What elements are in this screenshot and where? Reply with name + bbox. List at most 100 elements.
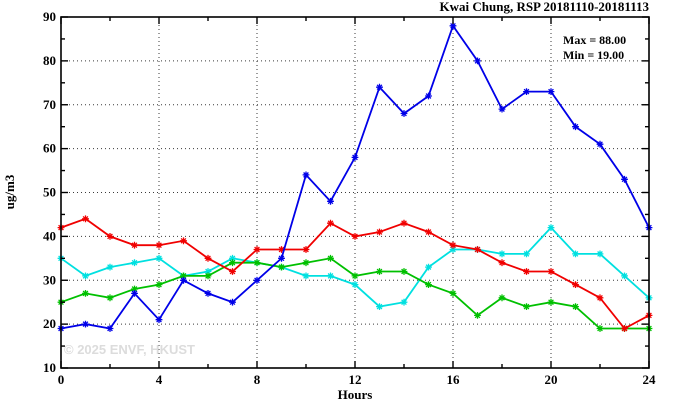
series-red-marker [449,241,457,249]
series-blue-marker [82,320,89,328]
y-tick-label: 30 [43,272,56,287]
series-cyan-marker [327,272,334,280]
tick-label-layer: 0 4 8 12 16 20 24 10 20 30 40 50 60 70 80 90 [43,9,656,387]
x-tick-label: 8 [254,372,261,387]
series-red-marker [155,241,163,249]
series-blue-marker [131,290,138,297]
x-axis-label: Hours [338,387,373,402]
series-green-marker [425,281,432,288]
series-cyan-marker [547,224,555,231]
series-cyan-marker [351,281,359,288]
series-blue-marker [572,123,579,131]
plot-frame [60,16,650,369]
series-green-marker [572,303,579,310]
series-green-marker [204,272,212,280]
series-green-marker [596,325,604,332]
series-green-marker [131,285,138,293]
series-cyan-marker [400,298,408,306]
series-blue-marker [155,316,163,324]
series-green-marker [278,263,285,271]
series-red-marker [351,233,359,240]
series-blue-marker [523,88,530,95]
series-cyan-marker [425,263,432,271]
series-green-marker [82,290,89,297]
series-blue-marker [621,175,628,183]
y-tick-label: 20 [43,316,56,331]
series-blue-marker [425,92,432,100]
series-blue-marker [449,22,457,30]
series-blue-marker [278,254,285,262]
y-tick-label: 60 [43,141,56,156]
series-blue-marker [204,290,212,297]
series-cyan-marker [155,254,163,262]
min-annotation: Min = 19.00 [563,48,624,62]
series-blue-marker [327,197,334,205]
series-red-marker [474,246,481,253]
series-green-marker [351,272,359,280]
series-cyan-marker [498,250,506,258]
series-cyan-marker [523,250,530,258]
series-green-marker [253,259,261,267]
y-axis-label: ug/m3 [2,174,17,209]
series-green-marker [400,268,408,275]
x-tick-label: 0 [58,372,65,387]
series-blue-marker [229,298,236,306]
series-green-marker [180,272,187,280]
series-red-marker [498,259,506,267]
series-green-marker [229,259,236,267]
series-red-marker [327,219,334,227]
series-cyan-marker [572,250,579,258]
series-cyan-marker [596,250,604,258]
y-tick-label: 50 [43,185,56,200]
series-blue-marker [474,57,481,65]
series-cyan-marker [449,246,457,253]
y-tick-label: 80 [43,53,56,68]
series-red-marker [400,219,408,227]
series-red-marker [131,241,138,249]
series-cyan-marker [106,263,114,271]
series-green-marker [327,254,334,262]
series-blue-marker [253,276,261,284]
max-annotation: Max = 88.00 [563,33,626,47]
series-red [57,215,653,332]
series-cyan-marker [376,303,383,310]
series-red-marker [253,246,261,253]
grid-layer [61,17,649,368]
x-tick-label: 12 [349,372,362,387]
series-green-marker [449,290,457,297]
chart-title: Kwai Chung, RSP 20181110-20181113 [440,0,650,14]
series-red-marker [621,325,628,332]
series-red-marker [547,268,555,275]
series-cyan-marker [131,259,138,267]
x-tick-label: 20 [545,372,558,387]
series-cyan-marker [621,272,628,280]
series-red-marker [302,246,310,253]
series-red-marker [376,228,383,236]
series-red-marker [229,268,236,275]
series-red-marker [204,254,212,262]
series-cyan-marker [229,254,236,262]
series-blue-marker [106,325,114,332]
series-green-marker [106,294,114,302]
x-tick-label: 24 [643,372,657,387]
series-green-marker [498,294,506,302]
series-cyan-marker [204,268,212,275]
series-blue-marker [400,110,408,117]
series-green-marker [376,268,383,275]
y-tick-label: 70 [43,97,56,112]
series-blue-marker [498,105,506,113]
series-red-marker [278,246,285,253]
y-tick-label: 40 [43,228,56,243]
series-red-marker [180,237,187,245]
series-cyan-marker [82,272,89,280]
series-red-marker [523,268,530,275]
y-tick-label: 10 [43,360,56,375]
x-tick-label: 4 [156,372,163,387]
series-blue-marker [596,140,604,148]
series-red-marker [596,294,604,302]
series-red-marker [572,281,579,288]
series-blue-marker [302,171,310,179]
series-green-marker [474,312,481,319]
